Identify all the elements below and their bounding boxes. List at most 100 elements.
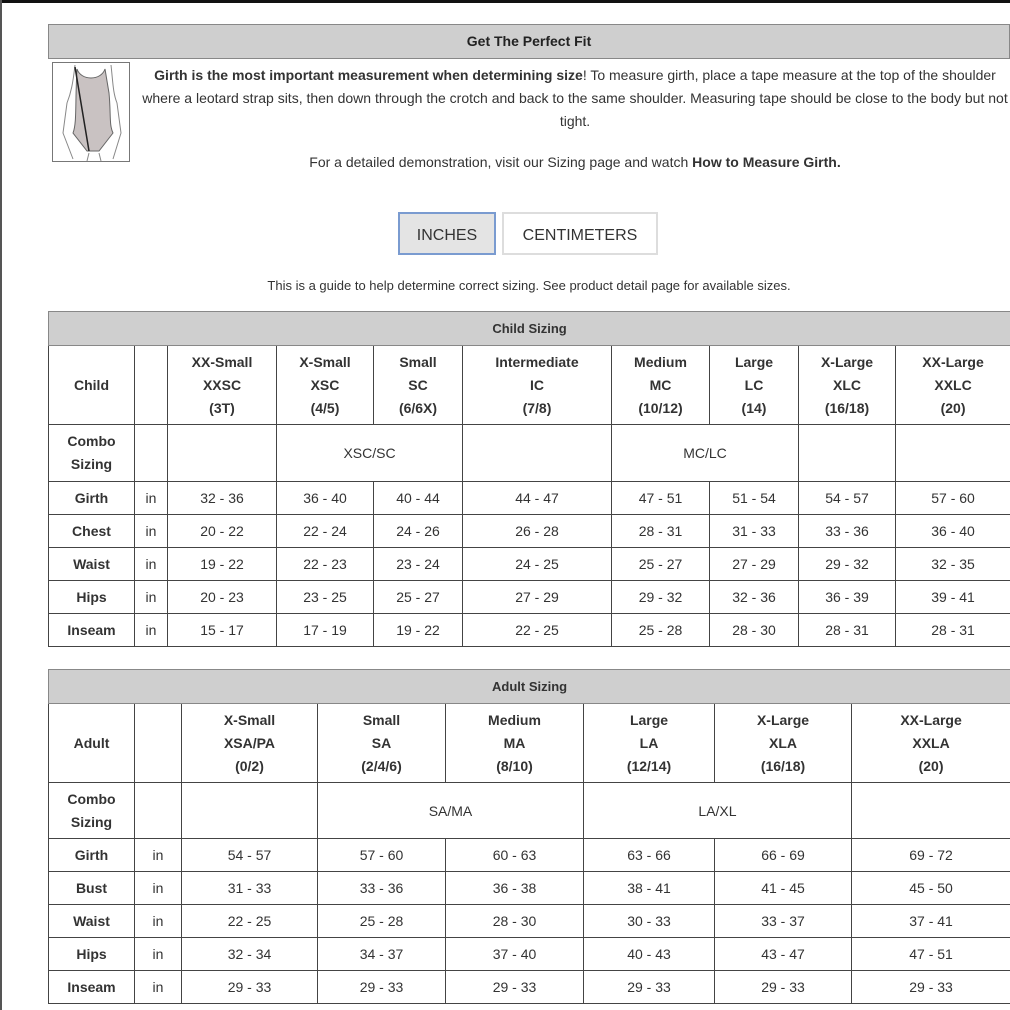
table-title: Adult Sizing [47,669,1010,704]
combo-cell: SA/MA [317,782,584,839]
window-top-border [0,0,1010,3]
combo-cell [798,424,896,482]
child-sizing-table: Child Sizing Child XX-Small XXSC (3T) X-Small… [47,311,1010,647]
how-to-measure-girth-link[interactable]: How to Measure Girth. [692,154,841,170]
size-header: XX-Small XXSC (3T) [167,345,277,425]
measurement-value: 33 - 37 [714,904,852,938]
measurement-row: Hips in 32 - 34 34 - 37 37 - 40 40 - 43 43 - 4… [48,937,1010,971]
size-header-line: Small [362,711,401,728]
size-header: Large LC (14) [709,345,799,425]
size-header-line: XX-Large [900,711,962,728]
table-title: Child Sizing [47,311,1010,346]
measurement-value: 29 - 33 [317,970,446,1004]
measurement-row: Hips in 20 - 23 23 - 25 25 - 27 27 - 29 29 - 3… [48,580,1010,614]
measurement-value: 45 - 50 [850,871,1010,905]
measurement-value: 26 - 28 [462,514,612,548]
measurement-value: 29 - 33 [445,970,584,1004]
measurement-value: 41 - 45 [714,871,852,905]
size-header-line: XLA [769,734,797,751]
size-header-line: X-Large [820,353,874,370]
size-header-line: XXSC [202,376,242,393]
measurement-value: 47 - 51 [850,937,1010,971]
size-header-line: XXLC [934,376,972,393]
size-header: Small SC (6/6X) [373,345,463,425]
sizing-guide-note: This is a guide to help determine correc… [267,278,791,293]
measurement-label: Girth [48,838,135,872]
corner-label: Child [48,345,135,425]
size-header-line: XLC [833,376,861,393]
measurement-value: 30 - 33 [583,904,715,938]
unit-cell: in [134,904,182,938]
measurement-value: 29 - 33 [181,970,318,1004]
demo-text: For a detailed demonstration, visit our … [140,154,1010,170]
size-header-line: (8/10) [496,757,533,774]
combo-label-line: Sizing [70,456,113,472]
size-header-line: SA [371,734,392,751]
measurement-value: 37 - 40 [445,937,584,971]
measurement-value: 57 - 60 [894,481,1010,515]
unit-cell: in [134,481,168,515]
size-header-row: Child XX-Small XXSC (3T) X-Small XSC (4/5) Smal… [48,345,1010,425]
size-header: Intermediate IC (7/8) [462,345,612,425]
centimeters-button[interactable]: CENTIMETERS [502,212,658,255]
measurement-row: Inseam in 15 - 17 17 - 19 19 - 22 22 - 25 25 -… [48,613,1010,647]
measurement-value: 57 - 60 [317,838,446,872]
measurement-value: 29 - 33 [850,970,1010,1004]
combo-sizing-label: Combo Sizing [48,424,135,482]
demo-text-body: For a detailed demonstration, visit our … [309,154,693,170]
measurement-value: 37 - 41 [850,904,1010,938]
measurement-label: Hips [48,580,135,614]
size-header-line: Medium [488,711,541,728]
girth-instructions-text: ! To measure girth, place a tape measure… [142,67,1008,129]
size-header-line: MA [503,734,526,751]
size-header-line: (4/5) [310,399,340,416]
measurement-value: 28 - 31 [798,613,896,647]
measurement-value: 33 - 36 [317,871,446,905]
size-header-line: X-Large [756,711,810,728]
unit-cell: in [134,871,182,905]
measurement-value: 22 - 25 [462,613,612,647]
size-header-line: XX-Small [191,353,253,370]
measurement-value: 38 - 41 [583,871,715,905]
measurement-value: 51 - 54 [709,481,799,515]
size-header-line: (20) [918,757,944,774]
measurement-label: Chest [48,514,135,548]
adult-sizing-table: Adult Sizing Adult X-Small XSA/PA (0/2) Small… [47,669,1010,1004]
unit-cell: in [134,580,168,614]
measurement-row: Bust in 31 - 33 33 - 36 36 - 38 38 - 41 41 - 4… [48,871,1010,905]
size-header-line: (3T) [209,399,235,416]
measurement-value: 25 - 27 [611,547,710,581]
size-header: Medium MC (10/12) [611,345,710,425]
measurement-value: 47 - 51 [611,481,710,515]
combo-cell [462,424,612,482]
measurement-value: 54 - 57 [181,838,318,872]
measurement-value: 28 - 30 [445,904,584,938]
size-header: XX-Large XXLA (20) [850,703,1010,783]
unit-column-header [134,703,182,783]
inches-button[interactable]: INCHES [398,212,496,255]
measurement-value: 44 - 47 [462,481,612,515]
size-header-line: XX-Large [922,353,984,370]
size-header-line: XSC [310,376,340,393]
measurement-value: 36 - 38 [445,871,584,905]
measurement-row: Chest in 20 - 22 22 - 24 24 - 26 26 - 28 28 - … [48,514,1010,548]
combo-cell [894,424,1010,482]
combo-sizing-row: Combo Sizing SA/MA LA/XL [48,782,1010,839]
measurement-value: 29 - 32 [798,547,896,581]
size-header-line: Large [629,711,669,728]
leotard-girth-figure-icon [52,62,130,162]
measurement-value: 20 - 22 [167,514,277,548]
combo-label-line: Sizing [70,813,113,830]
measurement-value: 29 - 33 [583,970,715,1004]
size-header: X-Small XSC (4/5) [276,345,374,425]
measurement-value: 20 - 23 [167,580,277,614]
unit-cell [134,782,182,839]
measurement-value: 34 - 37 [317,937,446,971]
measurement-value: 36 - 39 [798,580,896,614]
size-header: X-Large XLA (16/18) [714,703,852,783]
fit-section-title: Get The Perfect Fit [48,24,1010,59]
size-header-line: X-Small [299,353,351,370]
measurement-row: Girth in 54 - 57 57 - 60 60 - 63 63 - 66 66 - … [48,838,1010,872]
size-header: Medium MA (8/10) [445,703,584,783]
size-header-line: MC [649,376,672,393]
